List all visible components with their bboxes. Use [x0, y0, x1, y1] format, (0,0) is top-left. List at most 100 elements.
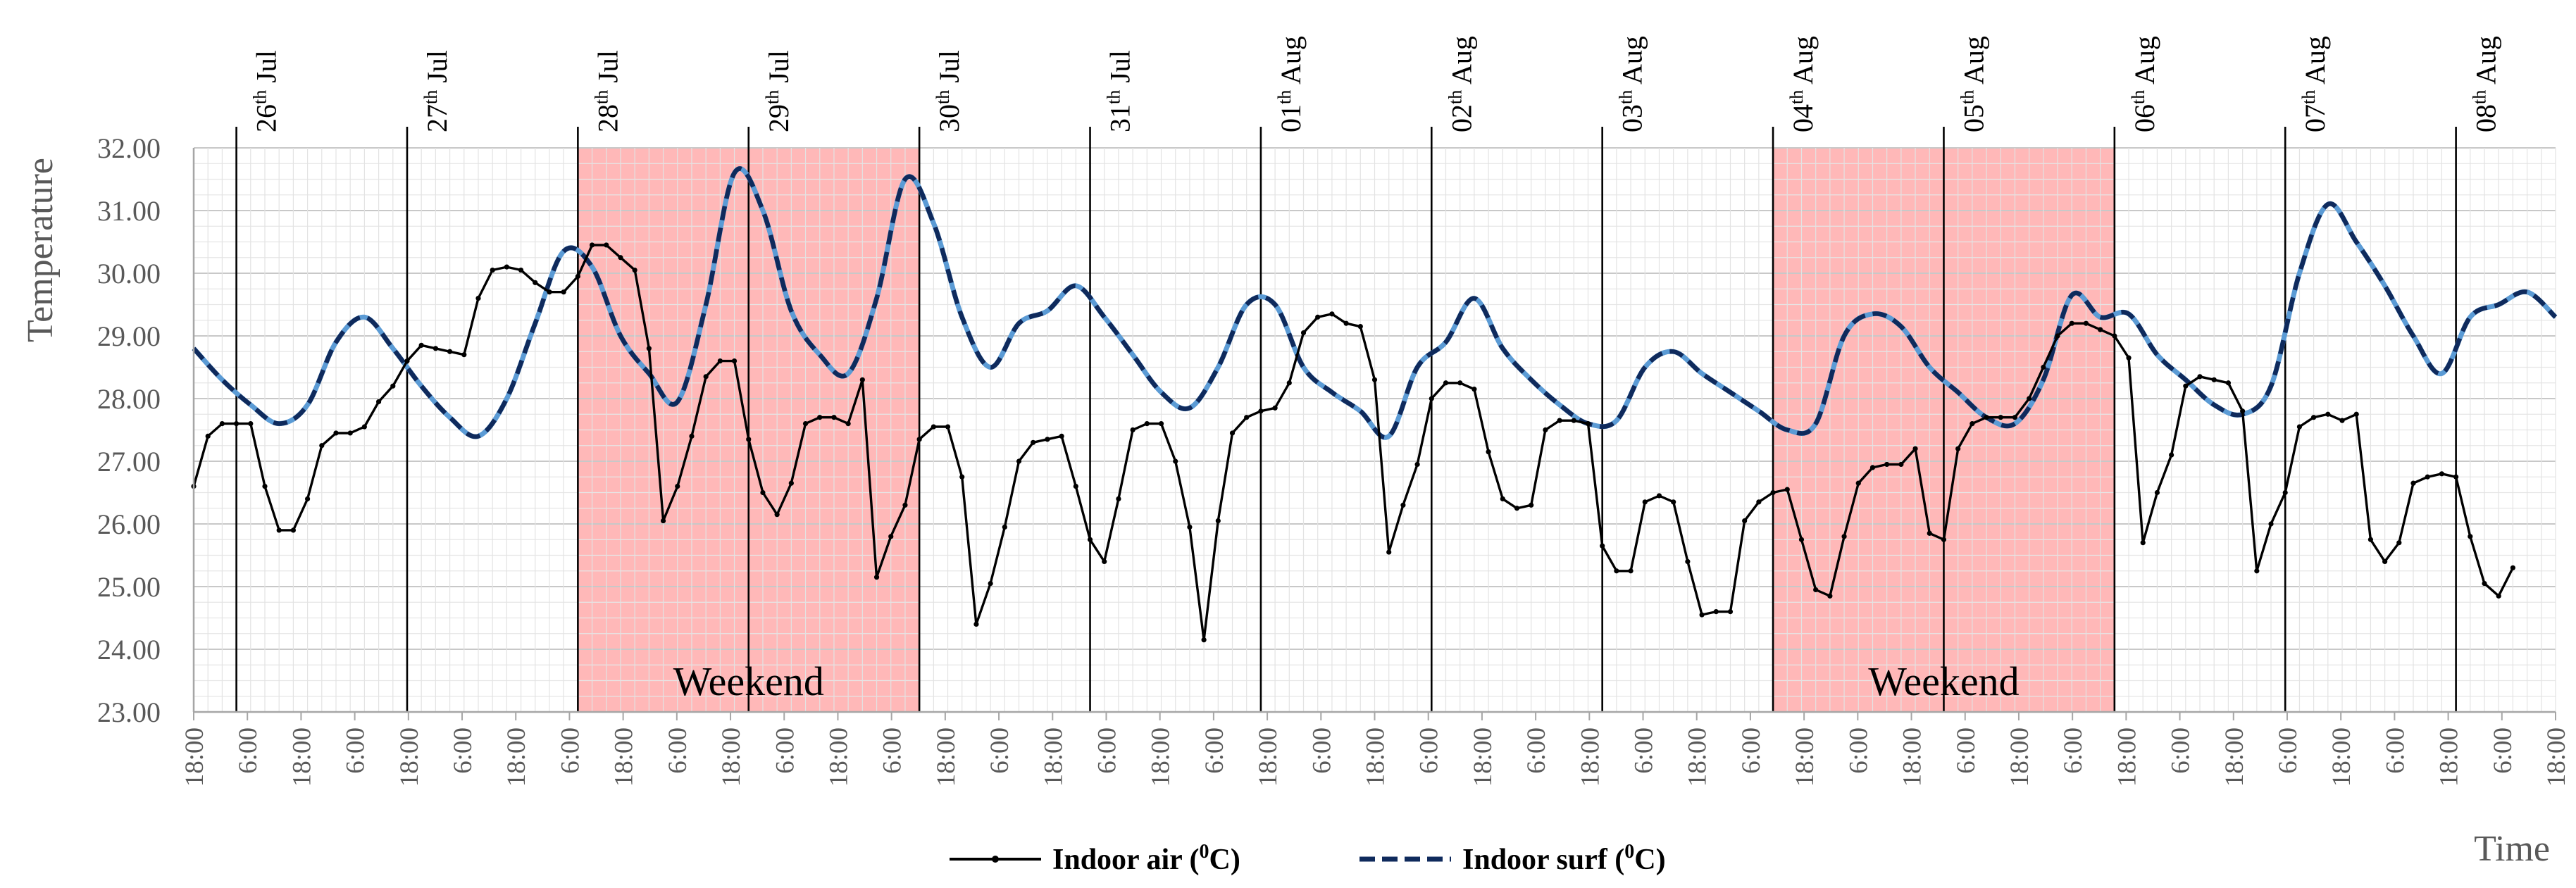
x-tick-label: 18:00 — [1576, 727, 1605, 787]
x-tick-label: 6:00 — [1844, 727, 1873, 774]
indoor-air-point — [1898, 461, 1904, 468]
x-tick-label: 6:00 — [1522, 727, 1551, 774]
indoor-air-line — [192, 244, 2514, 642]
indoor-air-point — [1671, 499, 1676, 505]
date-label: 29th Jul — [762, 50, 795, 132]
date-label: 05th Aug — [1957, 36, 1989, 132]
y-tick-label: 25.00 — [97, 571, 161, 603]
indoor-air-point — [1201, 637, 1207, 643]
date-label: 06th Aug — [2128, 36, 2160, 132]
indoor-air-point — [504, 264, 509, 270]
indoor-air-point — [1016, 458, 1022, 464]
x-tick-label: 18:00 — [2327, 727, 2356, 787]
indoor-air-point — [490, 267, 495, 273]
y-tick-label: 30.00 — [97, 258, 161, 289]
indoor-air-point — [1031, 439, 1036, 445]
indoor-air-point — [1357, 324, 1363, 330]
y-tick-labels: 23.00 24.00 25.00 26.00 27.00 28.00 29.00 30.00… — [97, 132, 161, 728]
indoor-air-point — [333, 430, 339, 436]
indoor-air-point — [831, 415, 837, 420]
indoor-air-point — [447, 349, 453, 354]
y-tick-label: 23.00 — [97, 696, 161, 728]
indoor-air-point — [561, 289, 566, 295]
indoor-air-point — [1343, 320, 1349, 326]
indoor-air-point — [2112, 333, 2117, 339]
indoor-air-point — [1770, 489, 1776, 496]
y-tick-label: 31.00 — [97, 195, 161, 227]
indoor-air-point — [1998, 415, 2003, 420]
indoor-air-point — [1187, 524, 1193, 530]
indoor-air-point — [1784, 487, 1790, 492]
indoor-air-point — [1727, 609, 1734, 615]
indoor-air-point — [319, 443, 325, 449]
legend-indoor-air-swatch-marker — [992, 856, 999, 863]
indoor-air-point — [1329, 311, 1335, 317]
indoor-air-point — [1557, 418, 1562, 423]
date-labels: 26th Jul 27th Jul 28th Jul 29th Jul 30th Jul… — [250, 36, 2502, 132]
indoor-air-point — [533, 280, 538, 285]
x-tick-label: 18:00 — [180, 727, 209, 787]
x-tick-label: 18:00 — [2542, 727, 2571, 787]
indoor-air-point — [2482, 580, 2487, 587]
indoor-air-point — [1471, 387, 1477, 392]
indoor-air-point — [931, 424, 936, 430]
indoor-air-point — [347, 430, 353, 436]
indoor-air-point — [2468, 534, 2473, 539]
indoor-surf-line — [192, 166, 2558, 440]
x-tick-label: 6:00 — [1415, 727, 1444, 774]
x-tick-label: 6:00 — [878, 727, 907, 774]
indoor-air-point — [1855, 480, 1861, 486]
indoor-air-point — [1286, 380, 1292, 386]
indoor-air-point — [262, 484, 268, 489]
indoor-air-point — [1869, 465, 1876, 470]
indoor-air-point — [1144, 421, 1150, 427]
indoor-air-point — [2055, 333, 2060, 339]
x-tick-label: 6:00 — [1737, 727, 1766, 774]
indoor-air-point — [774, 512, 780, 518]
indoor-air-point — [1529, 502, 1534, 508]
indoor-air-point — [2311, 415, 2317, 420]
x-tick-label: 18:00 — [1469, 727, 1498, 787]
indoor-air-point — [2382, 558, 2388, 565]
indoor-air-point — [1927, 530, 1932, 536]
x-tick-label: 18:00 — [1039, 727, 1068, 787]
indoor-air-point — [1400, 502, 1406, 508]
indoor-air-point — [1827, 593, 1833, 599]
indoor-air-point — [717, 358, 723, 364]
indoor-air-point — [575, 273, 580, 280]
x-tick-label: 6:00 — [1200, 727, 1229, 774]
x-tick-label: 18:00 — [2220, 727, 2249, 787]
y-axis-title: Temperature — [20, 158, 61, 342]
indoor-air-point — [375, 399, 382, 405]
weekend-labels: WeekendWeekendWeekend — [673, 658, 2020, 704]
indoor-air-point — [1414, 461, 1420, 468]
indoor-air-point — [760, 489, 766, 496]
x-tick-label: 6:00 — [2059, 727, 2088, 774]
x-tick-label: 6:00 — [2274, 727, 2303, 774]
indoor-air-point — [632, 267, 637, 273]
date-label: 01th Aug — [1274, 36, 1307, 132]
indoor-air-point — [2027, 396, 2032, 401]
indoor-air-point — [547, 289, 552, 295]
x-tick-label: 18:00 — [2113, 727, 2141, 787]
indoor-air-point — [859, 377, 865, 382]
indoor-air-point — [1386, 549, 1392, 555]
date-label: 27th Jul — [421, 50, 453, 132]
indoor-air-point — [2197, 374, 2203, 380]
indoor-air-point — [1571, 418, 1576, 423]
indoor-air-point — [959, 474, 965, 480]
x-tick-label: 6:00 — [985, 727, 1014, 774]
x-tick-label: 18:00 — [1898, 727, 1927, 787]
indoor-air-point — [802, 421, 809, 427]
indoor-air-point — [788, 480, 794, 486]
weekend-label: Weekend — [1868, 658, 2019, 704]
indoor-air-point — [1258, 408, 1264, 414]
indoor-air-point — [1158, 421, 1164, 427]
x-tick-label: 18:00 — [1791, 727, 1819, 787]
indoor-air-point — [873, 575, 880, 580]
indoor-air-point — [2496, 593, 2501, 599]
indoor-air-point — [1443, 380, 1449, 386]
x-tick-label: 6:00 — [2167, 727, 2196, 774]
indoor-air-point — [2296, 424, 2303, 430]
x-tick-label: 6:00 — [1093, 727, 1121, 774]
